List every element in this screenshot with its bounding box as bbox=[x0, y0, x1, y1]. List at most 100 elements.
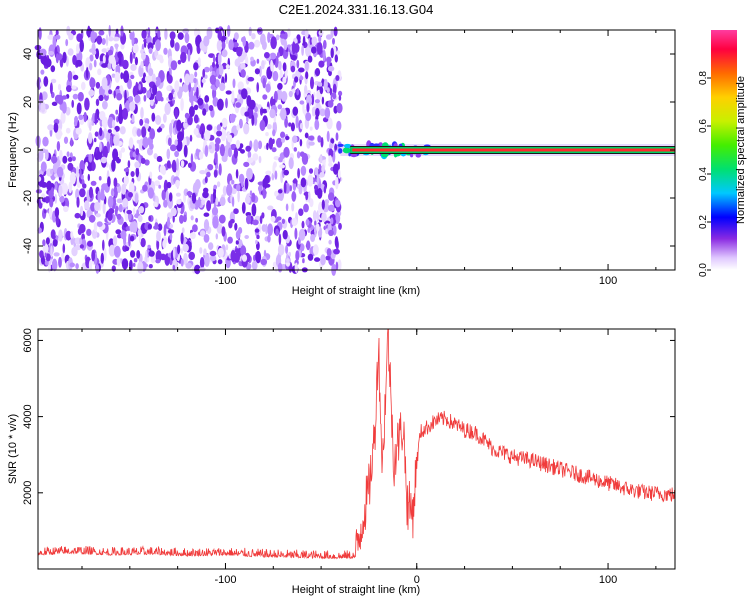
noise-blob bbox=[169, 232, 173, 241]
noise-blob bbox=[100, 156, 108, 164]
noise-blob bbox=[304, 132, 309, 139]
noise-blob bbox=[257, 28, 262, 33]
noise-blob bbox=[72, 74, 79, 80]
noise-blob bbox=[262, 77, 267, 89]
noise-blob bbox=[101, 116, 108, 129]
noise-blob bbox=[102, 201, 106, 214]
noise-blob bbox=[136, 250, 141, 259]
noise-blob bbox=[163, 199, 168, 208]
noise-blob bbox=[56, 141, 61, 152]
colorbar-ticks: 0.0 0.2 0.4 0.6 0.8 bbox=[698, 71, 711, 277]
noise-blob bbox=[171, 159, 177, 173]
noise-blob bbox=[48, 51, 55, 56]
noise-blob bbox=[168, 92, 173, 101]
noise-blob bbox=[324, 199, 330, 205]
noise-blob bbox=[71, 85, 77, 90]
noise-blob bbox=[48, 189, 54, 199]
noise-blob bbox=[305, 218, 310, 226]
noise-blob bbox=[50, 65, 56, 73]
noise-blob bbox=[163, 179, 168, 193]
noise-blob bbox=[197, 97, 204, 106]
noise-blob bbox=[270, 215, 276, 223]
noise-blob bbox=[219, 82, 226, 92]
noise-blob bbox=[40, 69, 45, 75]
noise-blob bbox=[107, 49, 114, 56]
noise-blob bbox=[203, 66, 210, 73]
colorbar-gradient bbox=[711, 30, 737, 270]
noise-blob bbox=[44, 149, 49, 161]
noise-blob bbox=[295, 115, 299, 129]
noise-blob bbox=[107, 176, 111, 188]
noise-blob bbox=[311, 93, 315, 106]
noise-blob bbox=[225, 244, 229, 251]
noise-blob bbox=[301, 153, 309, 165]
noise-blob bbox=[204, 95, 210, 103]
noise-blob bbox=[334, 143, 338, 151]
spectrogram-ytick-label: 40 bbox=[22, 48, 34, 60]
noise-blob bbox=[183, 144, 188, 158]
noise-blob bbox=[285, 135, 290, 141]
noise-blob bbox=[166, 181, 172, 189]
noise-blob bbox=[147, 223, 152, 230]
noise-blob bbox=[250, 56, 254, 62]
noise-blob bbox=[297, 37, 301, 43]
noise-blob bbox=[314, 257, 321, 262]
noise-blob bbox=[163, 47, 168, 55]
noise-blob bbox=[172, 264, 176, 271]
noise-blob bbox=[135, 166, 140, 178]
noise-blob bbox=[270, 59, 274, 72]
noise-blob bbox=[220, 128, 227, 142]
noise-blob bbox=[307, 253, 314, 261]
noise-blob bbox=[279, 33, 287, 39]
spectrogram-panel: -40 -20 0 20 40 -100 100 Height of straight li… bbox=[7, 24, 676, 297]
noise-blob bbox=[114, 206, 118, 217]
noise-blob bbox=[252, 153, 259, 161]
noise-blob bbox=[190, 215, 194, 221]
noise-blob bbox=[235, 240, 239, 245]
noise-blob bbox=[314, 99, 320, 104]
noise-blob bbox=[230, 218, 235, 224]
noise-blob bbox=[114, 245, 121, 258]
noise-blob bbox=[118, 150, 123, 160]
noise-blob bbox=[187, 49, 191, 62]
noise-blob bbox=[66, 85, 72, 93]
noise-blob bbox=[113, 134, 120, 146]
noise-blob bbox=[235, 102, 242, 108]
noise-blob bbox=[155, 115, 162, 125]
noise-blob bbox=[180, 97, 184, 111]
noise-blob bbox=[285, 203, 289, 212]
noise-blob bbox=[212, 55, 216, 63]
noise-blob bbox=[134, 56, 138, 66]
noise-blob bbox=[113, 177, 118, 188]
noise-blob bbox=[123, 70, 130, 83]
noise-blob bbox=[166, 160, 171, 169]
noise-blob bbox=[120, 147, 126, 153]
noise-blob bbox=[235, 139, 241, 149]
noise-blob bbox=[39, 48, 47, 57]
noise-blob bbox=[65, 39, 69, 47]
spectrogram-ylabel: Frequency (Hz) bbox=[7, 112, 19, 188]
noise-blob bbox=[101, 76, 108, 90]
noise-blob bbox=[246, 214, 252, 225]
noise-blob bbox=[209, 74, 217, 85]
noise-blob bbox=[116, 198, 123, 204]
noise-blob bbox=[180, 160, 185, 168]
noise-blob bbox=[132, 43, 139, 54]
noise-blob bbox=[247, 76, 255, 82]
noise-blob bbox=[129, 101, 136, 112]
noise-blob bbox=[88, 186, 94, 199]
noise-blob bbox=[140, 157, 146, 164]
noise-blob bbox=[217, 52, 222, 66]
noise-blob bbox=[116, 92, 123, 101]
noise-blob bbox=[253, 139, 259, 152]
noise-blob bbox=[216, 181, 221, 188]
noise-blob bbox=[71, 156, 76, 162]
noise-blob bbox=[122, 59, 129, 70]
noise-blob bbox=[158, 184, 162, 189]
noise-blob bbox=[318, 35, 322, 43]
noise-blob bbox=[120, 72, 124, 80]
noise-blob bbox=[320, 254, 326, 266]
noise-blob bbox=[114, 71, 120, 83]
noise-blob bbox=[107, 129, 112, 134]
